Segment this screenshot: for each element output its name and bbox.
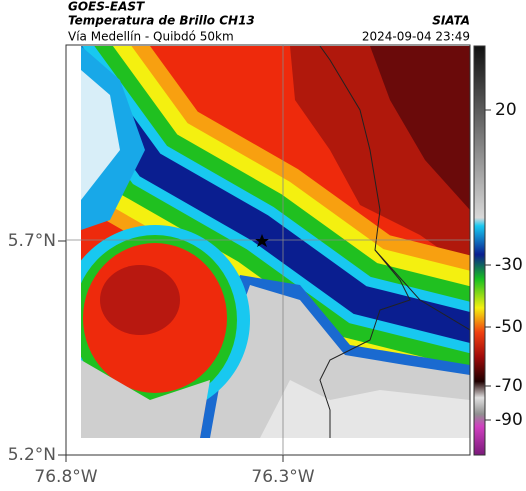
source: GOES-EAST <box>68 0 145 14</box>
colorbar-label: -50 <box>495 317 523 337</box>
lat-label: 5.2°N <box>8 445 56 465</box>
colorbar-label: -70 <box>495 376 523 396</box>
satellite-image <box>81 46 470 438</box>
colorbar-label: 20 <box>495 100 517 120</box>
lon-label: 76.8°W <box>34 467 97 487</box>
agency: SIATA <box>432 14 470 28</box>
colorbar-label: -30 <box>495 255 523 275</box>
subtitle: Vía Medellín - Quibdó 50km <box>68 30 234 44</box>
timestamp: 2024-09-04 23:49 <box>362 30 470 44</box>
colorbar-label: -90 <box>495 410 523 430</box>
lat-label: 5.7°N <box>8 231 56 251</box>
title: Temperatura de Brillo CH13 <box>68 14 255 28</box>
lon-label: 76.3°W <box>251 467 314 487</box>
